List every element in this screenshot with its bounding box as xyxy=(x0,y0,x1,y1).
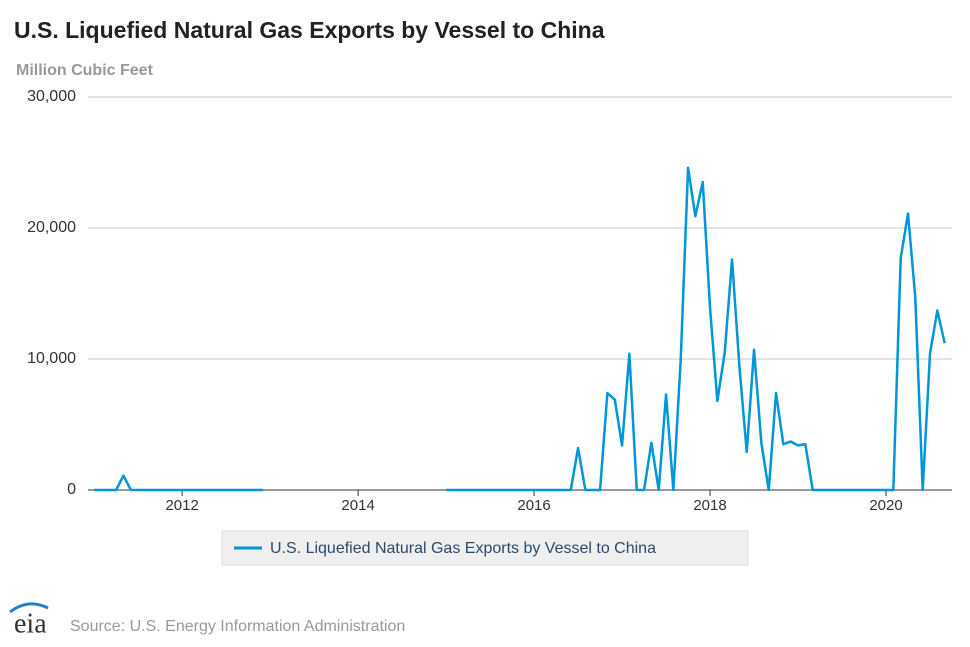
chart-title: U.S. Liquefied Natural Gas Exports by Ve… xyxy=(14,17,605,43)
y-tick-label: 20,000 xyxy=(27,219,76,236)
x-tick-label: 2014 xyxy=(341,497,374,514)
chart-subtitle: Million Cubic Feet xyxy=(16,62,154,79)
y-tick-label: 0 xyxy=(67,481,76,498)
y-tick-label: 30,000 xyxy=(27,88,76,105)
x-tick-label: 2016 xyxy=(517,497,550,514)
source: Source: U.S. Energy Information Administ… xyxy=(70,618,405,635)
y-tick-label: 10,000 xyxy=(27,350,76,367)
logo-swoosh xyxy=(9,602,49,614)
x-tick-label: 2020 xyxy=(869,497,902,514)
legend-box xyxy=(221,530,749,566)
logo: eia xyxy=(14,608,47,639)
legend-label: U.S. Liquefied Natural Gas Exports by Ve… xyxy=(270,540,656,557)
series-line xyxy=(94,166,946,492)
x-tick-label: 2018 xyxy=(693,497,726,514)
x-tick-label: 2012 xyxy=(165,497,198,514)
